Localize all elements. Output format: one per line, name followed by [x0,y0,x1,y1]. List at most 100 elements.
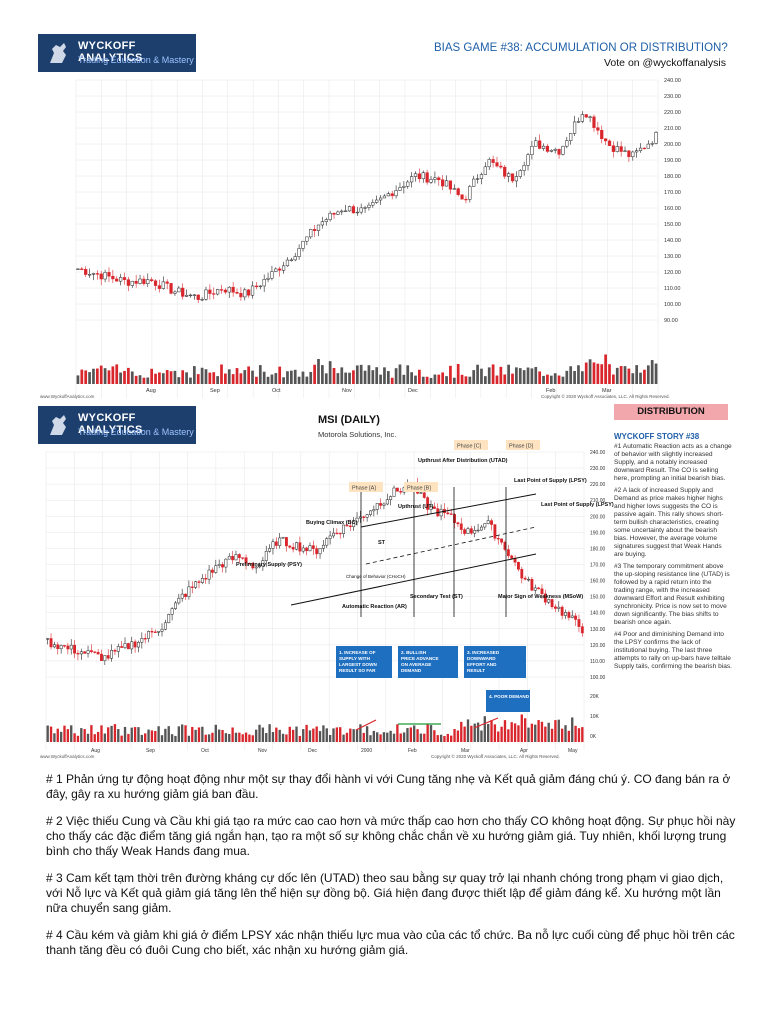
candle-body [530,146,534,155]
volume-bar [500,726,503,742]
candle-body [163,622,167,630]
volume-bar [231,374,235,384]
candle-body [254,285,259,288]
candle-body [324,219,328,222]
volume-bar [185,372,188,384]
callout-text: DEMAND [401,668,422,673]
candle-body [231,556,235,561]
candle-body [340,210,344,213]
volume-bar [544,726,547,742]
candle-body [217,564,221,566]
candle-body [432,506,436,509]
volume-bar [571,717,574,742]
candle-body [160,628,164,632]
volume-bar [495,375,499,384]
volume-bar [305,376,309,384]
volume-bar [189,377,192,384]
candle-body [89,650,93,652]
candle-body [288,545,292,548]
volume-bar [470,725,473,742]
volume-bar [399,733,402,742]
candle-body [352,521,356,527]
candle-body [120,646,124,648]
candle-body [375,503,379,510]
candle-body [274,268,278,272]
candle-body [359,207,363,213]
volume-bar [70,725,73,742]
horse-rider-icon [50,43,66,63]
candle-body [126,643,130,650]
volume-bar [258,724,261,742]
x-tick-label: Aug [91,748,100,754]
candle-body [248,562,251,565]
candle-body [76,652,80,655]
callout-text: 2. BULLISH [401,650,427,655]
logo-title: WYCKOFF ANALYTICS [78,412,143,436]
volume-bar [355,365,359,384]
candle-body [86,650,90,654]
candle-body [293,256,297,261]
volume-bar [540,721,544,742]
candle-body [73,644,77,654]
volume-bar [410,372,413,384]
volume-bar [463,726,466,742]
candle-body [527,579,530,581]
volume-bar [398,364,402,384]
volume-bar [248,734,251,742]
candle-body [93,651,97,653]
phase-box [506,440,540,450]
volume-bar [227,369,231,384]
candle-body [619,146,623,152]
volume-bar [573,370,576,384]
volume-bar [476,722,480,742]
candle-body [251,563,255,569]
volume-bar [584,362,588,384]
volume-bar [389,730,392,742]
footer-copyright: Copyright © 2020 Wyckoff Associates, LLC… [431,754,560,759]
y-tick-label: 170.00 [590,563,606,569]
annotation: Last Point of Supply (LPSY) [541,502,614,508]
callout-text: RESULT SO FAR [339,668,376,673]
volume-bar [138,375,142,384]
volume-bar [309,371,313,384]
y-tick-label: 190.00 [664,158,681,164]
volume-bar [235,368,239,384]
candle-body [429,506,433,510]
volume-bar [301,371,305,384]
callout-box [486,690,530,712]
volume-bar [425,376,429,384]
phase-box [454,440,488,450]
volume-bar [452,377,456,384]
candle-body [122,277,127,280]
candle-body [297,248,301,257]
candle-body [570,615,574,618]
volume-bar [255,376,258,384]
candle-body [534,140,538,147]
candle-body [362,516,366,518]
candle-body [190,586,194,588]
candle-body [184,593,187,597]
volume-bar [497,731,500,742]
candle-body [258,565,261,568]
volume-bar [293,369,297,384]
volume-bar [507,729,510,742]
candle-body [638,147,643,151]
candle-body [569,133,573,141]
candle-body [426,497,430,510]
candle-body [204,578,208,580]
candle-body [66,645,70,650]
volume-bar [646,365,650,384]
phase-label: Phase [D] [509,444,534,450]
candle-body [439,509,443,517]
volume-bar [66,729,70,742]
volume-bar [476,364,479,384]
candle-body [510,173,515,182]
candle-body [103,272,107,280]
candle-body [623,150,627,152]
volume-bar [146,377,150,384]
candle-body [264,550,268,561]
volume-bar [386,371,390,384]
volume-bar [46,725,49,742]
volume-bar [491,364,495,384]
candle-body [335,532,339,535]
